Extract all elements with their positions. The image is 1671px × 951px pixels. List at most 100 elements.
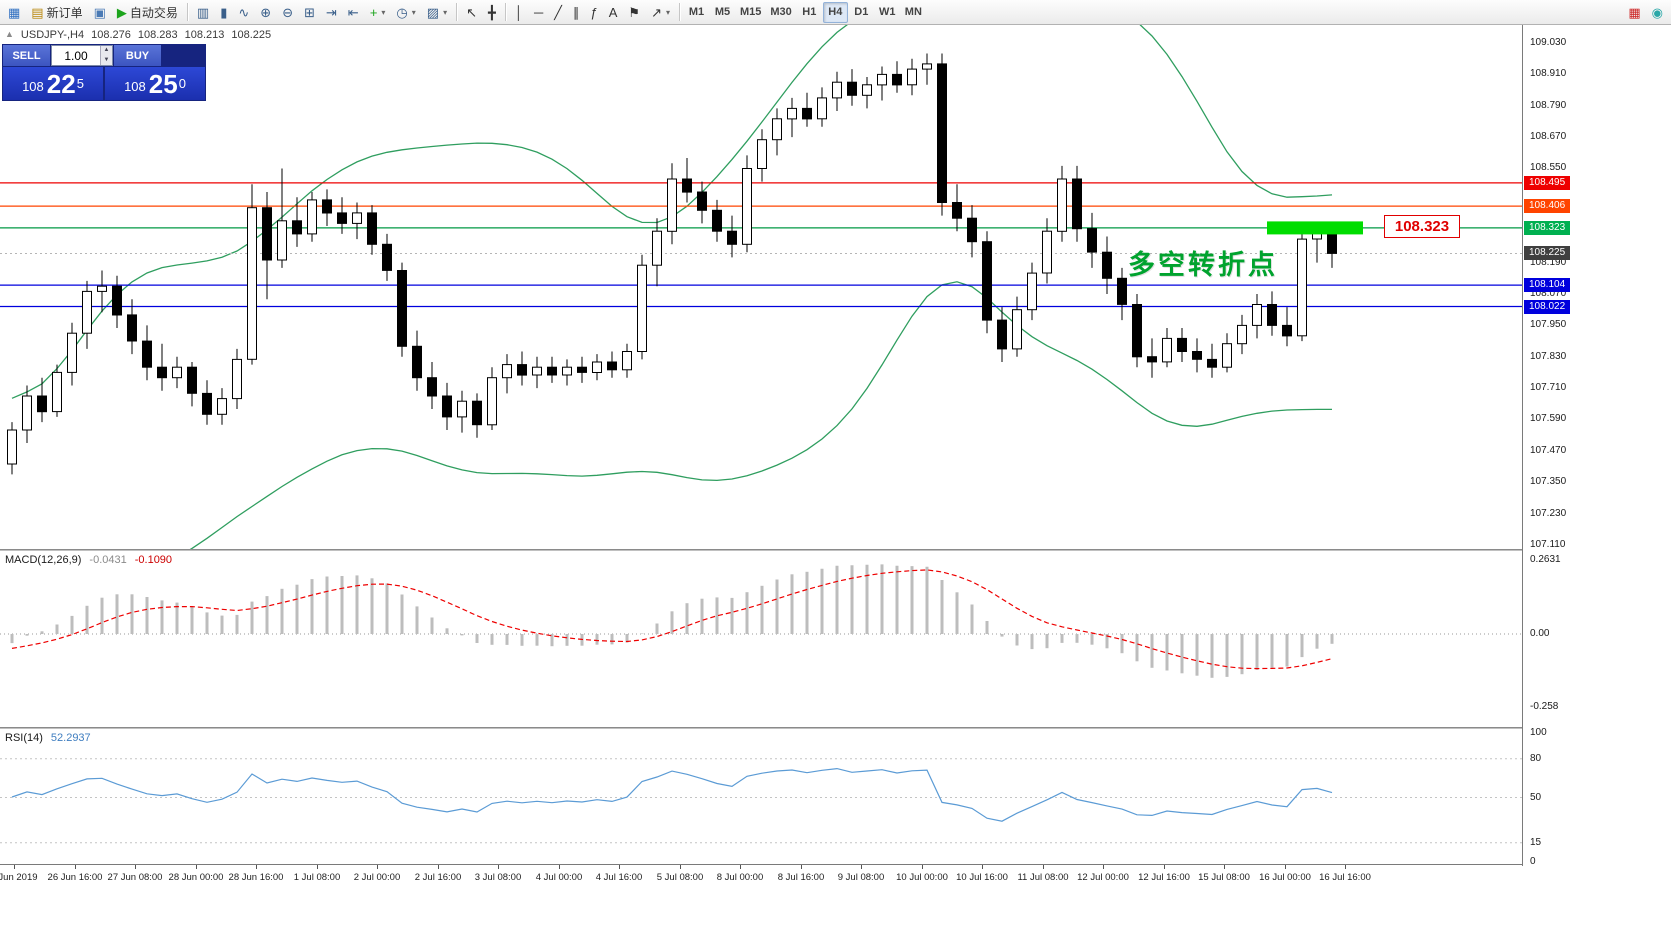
time-axis-label: 11 Jul 08:00 xyxy=(1017,872,1069,883)
label-icon: ⚑ xyxy=(628,4,641,20)
candlestick-mode-button[interactable]: ▮ xyxy=(215,2,232,23)
dropdown-caret-icon: ▾ xyxy=(381,7,386,17)
timeframe-m5-button[interactable]: M5 xyxy=(710,2,735,23)
chart-profiles-button[interactable]: ▣ xyxy=(89,2,111,23)
horizontal-line-icon: ─ xyxy=(533,4,544,20)
panel-splitter[interactable] xyxy=(0,727,1671,729)
buy-button[interactable]: BUY xyxy=(114,45,161,66)
time-tick xyxy=(1164,865,1165,869)
price-callout-label[interactable]: 108.323 xyxy=(1384,215,1460,238)
sell-button[interactable]: SELL xyxy=(3,45,50,66)
time-axis-label: 27 Jun 08:00 xyxy=(107,872,163,883)
sell-price-button[interactable]: 108 22 5 xyxy=(3,67,103,100)
indicators-button[interactable]: + ▾ xyxy=(365,2,391,23)
macd-header: MACD(12,26,9) -0.0431 -0.1090 xyxy=(5,554,172,566)
time-axis-label: 8 Jul 16:00 xyxy=(777,872,825,883)
price-tick: 107.470 xyxy=(1530,445,1567,456)
line-chart-mode-icon: ∿ xyxy=(238,4,250,20)
cursor-button[interactable]: ↖ xyxy=(461,2,482,23)
time-tick xyxy=(801,865,802,869)
zoom-in-button[interactable]: ⊕ xyxy=(255,2,276,23)
rsi-scale-tick: 100 xyxy=(1530,727,1547,738)
timeframe-m30-button[interactable]: M30 xyxy=(766,2,795,23)
window-grid-button[interactable]: ▦ xyxy=(1623,2,1645,23)
time-axis-label: 9 Jul 08:00 xyxy=(837,872,885,883)
timeframe-m15-button[interactable]: M15 xyxy=(736,2,765,23)
price-tick: 108.190 xyxy=(1530,257,1567,268)
timeframe-mn-button-label: MN xyxy=(904,6,922,18)
rsi-indicator-chart[interactable] xyxy=(0,729,1522,864)
rsi-scale-tick: 80 xyxy=(1530,753,1542,764)
high-value: 108.283 xyxy=(137,29,178,41)
time-axis-label: 10 Jul 00:00 xyxy=(896,872,948,883)
time-axis[interactable]: 6 Jun 2019 26 Jun 16:00 27 Jun 08:00 28 Jun… xyxy=(0,864,1671,891)
timeframe-d1-button[interactable]: D1 xyxy=(849,2,874,23)
rsi-value: 52.2937 xyxy=(50,732,91,744)
candlestick-mode-icon: ▮ xyxy=(220,4,228,20)
time-tick xyxy=(619,865,620,869)
line-chart-mode-button[interactable]: ∿ xyxy=(233,2,254,23)
collapse-marker-icon[interactable]: ▲ xyxy=(5,29,14,39)
price-tick: 107.230 xyxy=(1530,508,1567,519)
toolbar: ▦ ▤ 新订单 ▣ ▶ 自动交易 ▥ ▮ ∿ ⊕ ⊖ ⊞ ⇥ ⇤ + ▾ ◷ ▾ ▨ ▾ ↖ ╋ │ ─ ╱ ∥ ƒ A ⚑ ↗ ▾ M1 M5… xyxy=(0,0,1671,25)
templates-button[interactable]: ▨ ▾ xyxy=(422,2,452,23)
crosshair-button[interactable]: ╋ xyxy=(483,2,501,23)
main-price-chart[interactable] xyxy=(0,25,1522,549)
trendline-button[interactable]: ╱ xyxy=(549,2,567,23)
zoom-out-icon: ⊖ xyxy=(282,4,294,20)
timeframe-mn-button[interactable]: MN xyxy=(901,2,926,23)
timeframe-w1-button[interactable]: W1 xyxy=(875,2,900,23)
vertical-line-button[interactable]: │ xyxy=(510,2,528,23)
timeframe-h4-button[interactable]: H4 xyxy=(822,1,848,23)
auto-scroll-button[interactable]: ⇥ xyxy=(321,2,342,23)
rsi-scale-tick: 50 xyxy=(1530,792,1542,803)
panel-splitter[interactable] xyxy=(0,549,1671,551)
time-axis-label: 4 Jul 16:00 xyxy=(595,872,643,883)
buy-price-button[interactable]: 108 25 0 xyxy=(105,67,205,100)
new-order-button[interactable]: ▤ 新订单 xyxy=(26,2,87,23)
fibonacci-button[interactable]: ƒ xyxy=(586,2,603,23)
timeframe-m1-button[interactable]: M1 xyxy=(684,2,709,23)
spinner-down-icon[interactable]: ▼ xyxy=(101,55,112,65)
sell-price-big: 22 xyxy=(46,69,76,99)
volume-spinner[interactable]: ▲ ▼ xyxy=(100,46,112,65)
zoom-in-icon: ⊕ xyxy=(260,4,272,20)
community-icon: ◉ xyxy=(1651,4,1663,20)
app-icon: ▦ xyxy=(3,2,25,23)
horizontal-line-button[interactable]: ─ xyxy=(529,2,548,23)
auto-scroll-icon: ⇥ xyxy=(326,4,337,20)
time-axis-label: 16 Jul 16:00 xyxy=(1319,872,1371,883)
volume-input[interactable]: 1.00 ▲ ▼ xyxy=(51,45,113,66)
zoom-out-button[interactable]: ⊖ xyxy=(277,2,298,23)
periods-button[interactable]: ◷ ▾ xyxy=(391,2,420,23)
cursor-icon: ↖ xyxy=(466,4,477,20)
indicators-icon: + xyxy=(369,4,378,20)
symbol-label: USDJPY-,H4 xyxy=(20,29,85,41)
bar-chart-mode-icon: ▥ xyxy=(196,4,210,20)
chart-profiles-icon: ▣ xyxy=(93,4,106,20)
auto-trading-button[interactable]: ▶ 自动交易 xyxy=(112,2,183,23)
tile-windows-button[interactable]: ⊞ xyxy=(299,2,320,23)
channel-button[interactable]: ∥ xyxy=(568,2,585,23)
community-button[interactable]: ◉ xyxy=(1647,2,1668,23)
time-axis-label: 28 Jun 16:00 xyxy=(228,872,284,883)
text-button[interactable]: A xyxy=(604,2,623,23)
price-tick: 109.030 xyxy=(1530,37,1567,48)
price-tick: 107.110 xyxy=(1530,539,1566,550)
time-axis-label: 4 Jul 00:00 xyxy=(535,872,583,883)
chart-shift-icon: ⇤ xyxy=(347,4,359,20)
trendline-icon: ╱ xyxy=(554,4,562,20)
time-axis-label: 12 Jul 00:00 xyxy=(1077,872,1129,883)
time-axis-label: 5 Jul 08:00 xyxy=(656,872,704,883)
label-button[interactable]: ⚑ xyxy=(623,2,645,23)
price-scale[interactable]: 109.030 108.910 108.790 108.670 108.550 108.1… xyxy=(1522,25,1671,867)
macd-indicator-chart[interactable] xyxy=(0,551,1522,727)
timeframe-m30-button-label: M30 xyxy=(770,6,792,18)
time-tick xyxy=(14,865,15,869)
chart-shift-button[interactable]: ⇤ xyxy=(343,2,364,23)
buy-price-prefix: 108 xyxy=(124,79,146,94)
bar-chart-mode-button[interactable]: ▥ xyxy=(192,2,214,23)
timeframe-h1-button[interactable]: H1 xyxy=(797,2,822,23)
arrows-button[interactable]: ↗ ▾ xyxy=(646,2,675,23)
spinner-up-icon[interactable]: ▲ xyxy=(101,46,112,56)
